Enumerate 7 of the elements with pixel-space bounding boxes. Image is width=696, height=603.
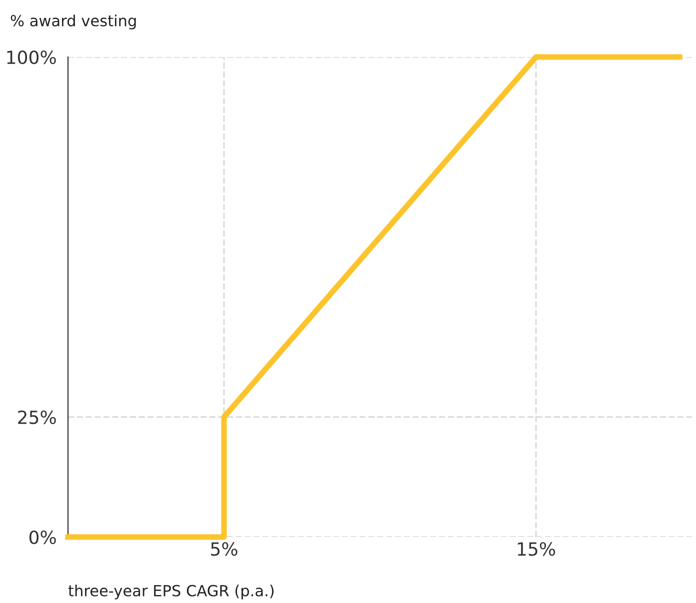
y-tick-label: 0% [29, 530, 56, 544]
y-tick-label: 100% [7, 50, 56, 64]
x-tick-label: 15% [518, 542, 556, 556]
y-tick-label: 25% [18, 410, 56, 424]
x-tick-label: 5% [211, 542, 238, 556]
x-axis-title: three-year EPS CAGR (p.a.) [68, 584, 274, 600]
y-axis-title: % award vesting [10, 14, 136, 30]
